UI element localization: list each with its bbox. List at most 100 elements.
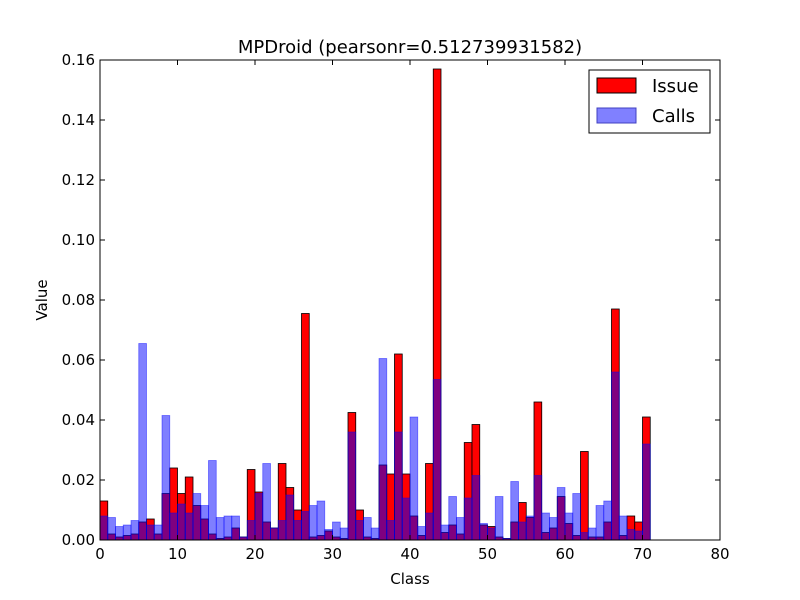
bar-calls bbox=[533, 475, 543, 541]
bar-calls bbox=[192, 493, 202, 541]
bar-calls bbox=[463, 497, 473, 541]
bar-calls bbox=[595, 505, 605, 541]
bar-calls bbox=[618, 515, 628, 541]
bar-calls bbox=[177, 503, 186, 541]
bar-calls bbox=[541, 512, 550, 541]
bar-calls bbox=[254, 493, 264, 541]
bar-calls bbox=[184, 512, 194, 541]
bar-calls bbox=[153, 524, 163, 541]
bar-calls bbox=[301, 511, 310, 541]
x-tick-label: 0 bbox=[95, 545, 105, 563]
y-tick-label: 0.08 bbox=[62, 291, 95, 309]
bar-calls bbox=[378, 358, 388, 541]
bar-calls bbox=[208, 460, 217, 541]
bar-calls bbox=[355, 520, 364, 541]
bar-calls bbox=[401, 497, 411, 541]
bar-calls bbox=[510, 481, 519, 541]
y-tick-label: 0.16 bbox=[62, 51, 95, 69]
bar-calls bbox=[262, 463, 271, 541]
bar-calls bbox=[456, 517, 465, 541]
x-axis-label: Class bbox=[390, 570, 430, 588]
bar-calls bbox=[363, 517, 372, 541]
bar-calls bbox=[518, 521, 527, 541]
bar-calls bbox=[316, 500, 326, 541]
legend-label-calls: Calls bbox=[652, 106, 695, 127]
bar-calls bbox=[448, 496, 457, 541]
y-axis-label: Value bbox=[33, 279, 51, 320]
x-tick-label: 20 bbox=[245, 545, 264, 563]
bar-issue bbox=[580, 451, 589, 541]
legend-label-issue: Issue bbox=[652, 76, 699, 97]
bar-calls bbox=[138, 343, 147, 541]
bar-calls bbox=[99, 515, 109, 541]
y-tick-label: 0.04 bbox=[62, 411, 95, 429]
bar-calls bbox=[525, 515, 535, 541]
bar-calls bbox=[580, 532, 589, 541]
bar-calls bbox=[642, 443, 651, 541]
bar-calls bbox=[332, 521, 341, 541]
bar-calls bbox=[347, 431, 357, 541]
legend-swatch-issue bbox=[596, 77, 637, 94]
x-tick-label: 80 bbox=[710, 545, 729, 563]
bar-calls bbox=[223, 515, 233, 541]
bar-calls bbox=[432, 379, 442, 541]
x-tick-label: 60 bbox=[555, 545, 574, 563]
bar-calls bbox=[370, 527, 380, 541]
x-tick-label: 10 bbox=[168, 545, 187, 563]
bar-calls bbox=[409, 416, 419, 541]
x-tick-label: 30 bbox=[323, 545, 342, 563]
bar-calls bbox=[425, 512, 434, 541]
bar-calls bbox=[285, 494, 295, 541]
bar-calls bbox=[231, 515, 240, 541]
bar-calls bbox=[626, 529, 636, 541]
x-tick-label: 40 bbox=[400, 545, 419, 563]
tick-labels: 0 10 20 30 40 50 60 70 80 0.00 0.02 0.04 0.06 0.08 0.1… bbox=[62, 51, 730, 563]
bar-calls bbox=[169, 512, 178, 541]
x-tick-label: 50 bbox=[478, 545, 497, 563]
bar-calls bbox=[324, 529, 333, 541]
y-tick-label: 0.02 bbox=[62, 471, 95, 489]
bar-calls bbox=[339, 527, 349, 541]
bar-calls bbox=[556, 487, 566, 541]
x-tick-label: 70 bbox=[633, 545, 652, 563]
y-tick-label: 0.00 bbox=[62, 531, 95, 549]
y-tick-label: 0.14 bbox=[62, 111, 95, 129]
bar-calls bbox=[215, 517, 225, 541]
bar-calls bbox=[494, 496, 504, 541]
bar-calls bbox=[549, 517, 558, 541]
bar-calls bbox=[572, 493, 581, 541]
bar-calls bbox=[440, 524, 450, 541]
bar-calls bbox=[611, 371, 620, 541]
bar-calls bbox=[115, 526, 124, 541]
bar-calls bbox=[417, 526, 426, 541]
bar-calls bbox=[200, 505, 209, 541]
plot-frame bbox=[99, 59, 721, 541]
bar-calls bbox=[587, 527, 597, 541]
bar-calls bbox=[130, 520, 140, 541]
y-tick-label: 0.06 bbox=[62, 351, 95, 369]
y-tick-label: 0.10 bbox=[62, 231, 95, 249]
bar-calls bbox=[487, 527, 496, 541]
bar-calls bbox=[386, 520, 395, 541]
bar-calls bbox=[394, 431, 403, 541]
bar-calls bbox=[161, 415, 171, 541]
bar-calls bbox=[246, 520, 256, 541]
bar-calls bbox=[270, 527, 279, 541]
bar-calls bbox=[146, 524, 155, 541]
chart-title: MPDroid (pearsonr=0.512739931582) bbox=[238, 37, 582, 58]
legend: Issue Calls bbox=[588, 69, 711, 134]
bar-calls bbox=[308, 505, 318, 541]
bar-calls bbox=[277, 520, 287, 541]
bar-calls bbox=[471, 475, 481, 541]
bar-calls bbox=[479, 523, 488, 541]
bar-calls bbox=[293, 520, 302, 541]
y-tick-label: 0.12 bbox=[62, 171, 95, 189]
bar-calls bbox=[603, 500, 612, 541]
bar-calls bbox=[564, 512, 574, 541]
bar-calls bbox=[634, 530, 643, 541]
bar-calls bbox=[122, 524, 132, 541]
bar-issue bbox=[301, 313, 310, 541]
legend-swatch-calls bbox=[596, 107, 637, 124]
bar-calls bbox=[107, 517, 116, 541]
